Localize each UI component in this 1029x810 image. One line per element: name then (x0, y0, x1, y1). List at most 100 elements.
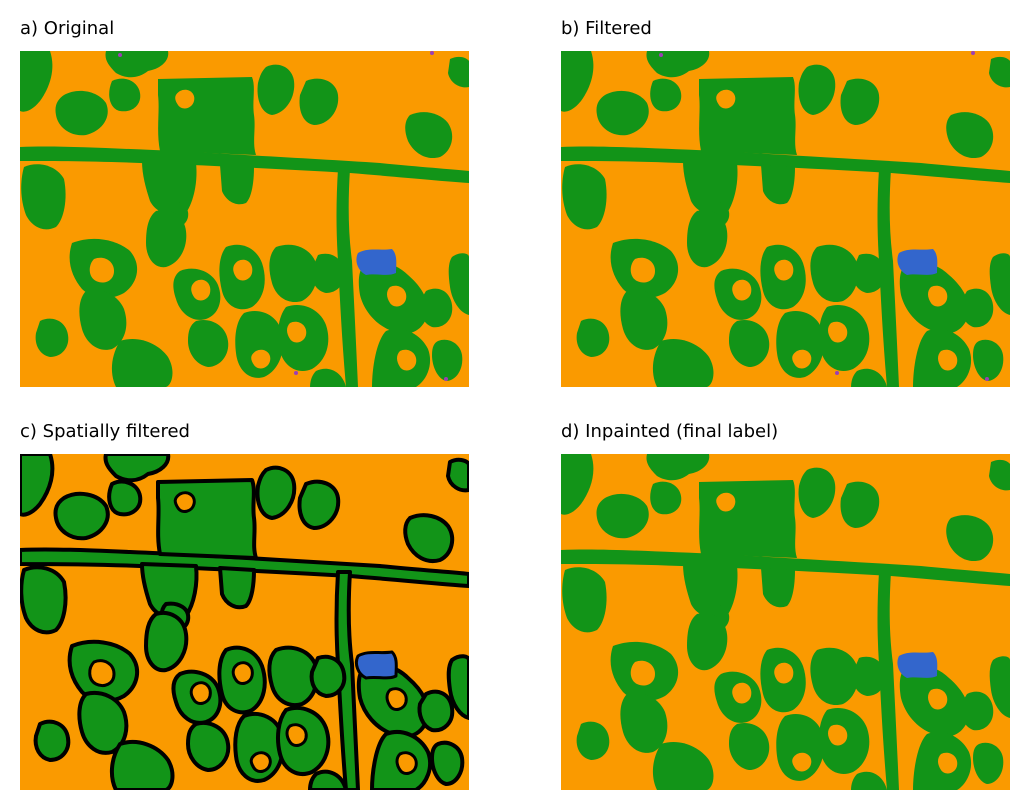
panel-a-title: a) Original (20, 18, 115, 39)
vegetation-region (989, 56, 1010, 88)
vegetation-region (79, 289, 127, 350)
background-hole (938, 752, 958, 774)
vegetation-region (989, 656, 1010, 718)
background-hole (287, 321, 307, 343)
background-hole (173, 491, 196, 513)
vegetation-region (405, 112, 453, 159)
vegetation-region (103, 454, 171, 483)
vegetation-region (561, 146, 1010, 183)
vegetation-region (142, 161, 197, 216)
vegetation-region (448, 56, 469, 88)
background-hole (828, 321, 848, 343)
vegetation-region (650, 78, 682, 112)
background-hole (175, 89, 195, 109)
water-region (356, 249, 397, 275)
vegetation-region (432, 339, 463, 381)
background-hole (251, 349, 271, 369)
vegetation-region (20, 565, 68, 635)
panel-c-map (20, 454, 469, 790)
vegetation-region (430, 740, 465, 786)
panel-a-image (20, 51, 469, 387)
vegetation-region (20, 51, 53, 112)
vegetation-region (729, 722, 770, 770)
vegetation-region (576, 721, 610, 760)
vegetation-region (297, 479, 341, 530)
vegetation-region (21, 164, 66, 230)
vegetation-region (729, 319, 770, 367)
background-hole (792, 349, 812, 369)
noise-spot (430, 51, 434, 55)
vegetation-region (309, 654, 347, 698)
vegetation-region (798, 64, 836, 115)
vegetation-region (699, 480, 797, 558)
noise-spot (444, 377, 448, 381)
vegetation-region (446, 654, 469, 720)
vegetation-region (596, 90, 649, 136)
vegetation-region (687, 612, 728, 671)
vegetation-region (851, 368, 887, 387)
vegetation-region (55, 90, 108, 136)
vegetation-region (255, 465, 297, 520)
background-hole (397, 349, 417, 371)
vegetation-region (877, 169, 899, 387)
background-hole (249, 751, 272, 773)
vegetation-region (687, 209, 728, 268)
vegetation-region (973, 742, 1004, 784)
vegetation-region (877, 572, 899, 790)
vegetation-region (188, 319, 229, 367)
vegetation-region (683, 564, 738, 619)
vegetation-region (561, 454, 594, 515)
vegetation-region (562, 567, 607, 633)
vegetation-region (776, 714, 825, 781)
vegetation-region (650, 481, 682, 515)
vegetation-region (299, 78, 339, 125)
vegetation-region (776, 311, 825, 378)
vegetation-region (20, 454, 55, 517)
noise-spot (659, 53, 663, 57)
water-region (354, 650, 398, 680)
panel-a-map (20, 51, 469, 387)
vegetation-region (218, 566, 256, 610)
background-hole (928, 285, 948, 307)
vegetation-region (761, 568, 795, 608)
background-hole (630, 660, 655, 686)
vegetation-region (186, 721, 231, 772)
vegetation-region (419, 288, 453, 328)
vegetation-region (646, 454, 710, 481)
vegetation-region (105, 51, 169, 78)
vegetation-region (107, 479, 143, 517)
background-hole (732, 279, 752, 301)
vegetation-region (308, 769, 348, 790)
vegetation-region (146, 209, 187, 268)
vegetation-region (269, 244, 318, 303)
vegetation-region (111, 338, 173, 387)
background-hole (792, 752, 812, 772)
vegetation-region (446, 457, 469, 493)
vegetation-region (852, 253, 886, 293)
vegetation-region (761, 165, 795, 205)
background-hole (189, 681, 212, 705)
vegetation-region (652, 338, 714, 387)
vegetation-region (946, 112, 994, 159)
vegetation-region (840, 78, 880, 125)
vegetation-region (646, 51, 710, 78)
vegetation-region (417, 689, 455, 733)
noise-spot (835, 371, 839, 375)
vegetation-region (77, 691, 129, 755)
vegetation-region (561, 549, 1010, 586)
vegetation-region (35, 318, 69, 357)
vegetation-region (33, 719, 71, 762)
vegetation-region (220, 165, 254, 205)
background-hole (385, 687, 408, 711)
background-hole (233, 259, 253, 281)
background-hole (928, 688, 948, 710)
vegetation-region (156, 478, 258, 560)
vegetation-region (267, 645, 320, 707)
background-hole (387, 285, 407, 307)
background-hole (716, 492, 736, 512)
background-hole (774, 259, 794, 281)
vegetation-region (946, 515, 994, 562)
vegetation-region (576, 318, 610, 357)
vegetation-region (852, 656, 886, 696)
vegetation-region (561, 51, 594, 112)
